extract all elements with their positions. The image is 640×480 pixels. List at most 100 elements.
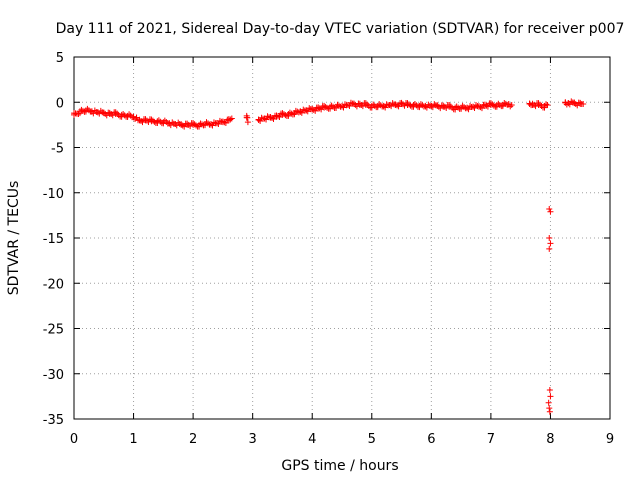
data-point-dense <box>431 101 438 108</box>
data-point-dense <box>273 112 280 119</box>
data-point-dense <box>572 100 579 107</box>
data-point-dense <box>210 119 217 126</box>
data-point-dense <box>496 101 503 108</box>
data-point-dense <box>507 103 514 110</box>
data-point-dense <box>446 101 453 108</box>
y-tick-label: -10 <box>43 187 64 202</box>
data-point-dense <box>90 110 97 117</box>
data-point-dense <box>383 101 390 108</box>
data-point-dense <box>199 121 206 128</box>
data-point-dense <box>264 113 271 120</box>
data-point-dense <box>222 120 229 127</box>
x-tick-label: 3 <box>249 432 257 447</box>
data-point-dense <box>306 105 313 112</box>
data-point-dense <box>151 118 158 125</box>
data-point-dense <box>362 100 369 107</box>
data-point <box>546 408 553 415</box>
data-point-dense <box>270 115 277 122</box>
data-point-dense <box>139 119 146 126</box>
data-point-dense <box>568 98 575 105</box>
data-point <box>546 206 553 213</box>
data-point-dense <box>371 102 378 109</box>
data-point-dense <box>461 104 468 111</box>
data-point-dense <box>574 102 581 109</box>
data-point <box>547 208 554 215</box>
data-point <box>546 235 553 241</box>
data-point <box>547 393 554 400</box>
data-point-dense <box>541 104 548 111</box>
y-tick-label: -35 <box>43 413 64 428</box>
data-point-dense <box>167 122 174 129</box>
data-point-dense <box>216 117 223 124</box>
data-point-dense <box>187 123 194 130</box>
data-point-dense <box>145 119 152 126</box>
y-axis-label: SDTVAR / TECUs <box>6 181 22 296</box>
data-point-dense <box>455 104 462 111</box>
data-point-dense <box>143 117 150 124</box>
data-point-dense <box>161 117 168 124</box>
x-axis-label: GPS time / hours <box>281 458 398 474</box>
data-point-dense <box>300 106 307 113</box>
data-point-dense <box>274 113 281 120</box>
data-point-dense <box>258 114 265 121</box>
data-point-dense <box>532 103 539 110</box>
data-point-dense <box>341 101 348 108</box>
data-point-dense <box>535 100 542 107</box>
x-tick-labels: 0 1 2 3 4 5 6 7 8 9 <box>70 432 614 447</box>
data-point <box>544 101 551 108</box>
data-point-dense <box>484 103 491 110</box>
data-point <box>546 245 553 252</box>
data-point-dense <box>312 107 319 114</box>
data-point-dense <box>364 101 371 108</box>
data-point-dense <box>437 105 444 112</box>
y-tick-label: 5 <box>56 51 64 66</box>
data-point-dense <box>109 112 116 119</box>
data-point-dense <box>411 100 418 107</box>
data-point-dense <box>103 112 110 119</box>
x-tick-label: 7 <box>487 432 495 447</box>
data-point-dense <box>181 123 188 130</box>
y-tick-labels: 5 0 -5 -10 -15 -20 -25 -30 -35 <box>43 51 64 428</box>
data-point-dense <box>205 120 211 127</box>
data-point-dense <box>221 119 228 126</box>
data-point <box>546 405 553 412</box>
data-point-dense <box>359 103 366 110</box>
data-point-dense <box>219 118 226 125</box>
data-point-dense <box>227 116 234 123</box>
y-tick-label: -25 <box>43 323 64 338</box>
data-point-dense <box>292 107 299 114</box>
data-point-dense <box>173 122 180 129</box>
main-trace-band <box>71 98 585 130</box>
data-point-dense <box>291 111 298 118</box>
chart-title: Day 111 of 2021, Sidereal Day-to-day VTE… <box>56 21 625 37</box>
data-point-dense <box>419 102 426 109</box>
data-point-dense <box>112 109 119 116</box>
data-point-dense <box>114 110 121 117</box>
y-tick-label: -30 <box>43 368 64 383</box>
x-tick-label: 9 <box>606 432 614 447</box>
data-point-dense <box>502 100 509 107</box>
data-point-dense <box>443 104 450 111</box>
data-point-dense <box>336 102 343 109</box>
data-point-dense <box>102 110 109 117</box>
data-point-dense <box>120 110 127 117</box>
x-tick-label: 6 <box>427 432 435 447</box>
data-point-dense <box>490 102 497 109</box>
data-point-dense <box>425 101 432 108</box>
data-point-dense <box>407 102 414 109</box>
data-point-dense <box>79 107 86 114</box>
data-point-dense <box>276 114 283 121</box>
data-point-dense <box>473 101 479 108</box>
data-point <box>546 387 553 394</box>
data-point-dense <box>347 99 354 106</box>
series-outliers <box>545 206 554 415</box>
data-point-dense <box>244 114 251 121</box>
data-point-dense <box>447 103 454 110</box>
data-point-dense <box>395 103 402 110</box>
data-point-dense <box>467 103 474 110</box>
data-point <box>228 115 235 122</box>
data-point-dense <box>282 112 289 119</box>
data-point-dense <box>537 101 544 108</box>
data-point <box>547 240 554 247</box>
